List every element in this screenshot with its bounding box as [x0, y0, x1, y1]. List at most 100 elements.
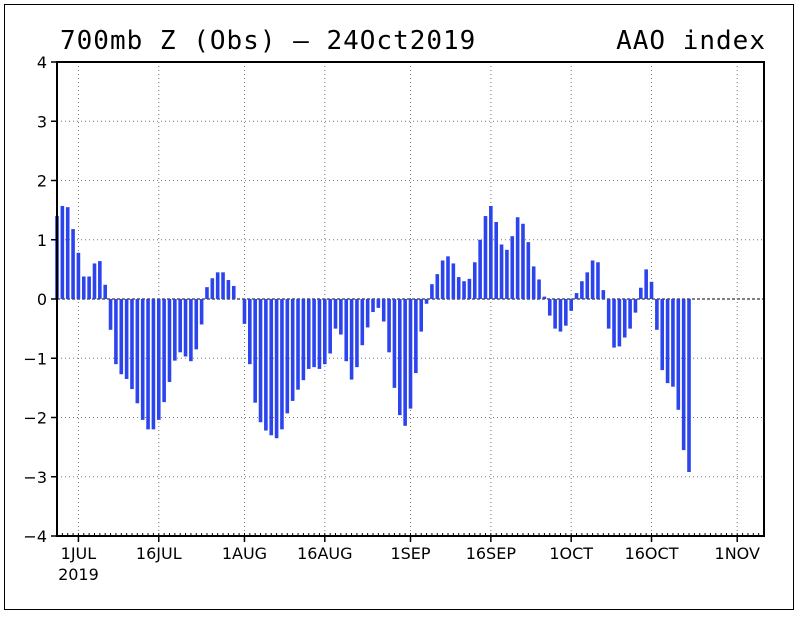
bar	[226, 280, 231, 299]
bar	[76, 252, 81, 299]
bar	[478, 239, 482, 299]
x-tick-label: 1SEP	[390, 544, 430, 563]
bar	[430, 284, 434, 299]
bar	[248, 299, 252, 365]
bar	[189, 299, 193, 362]
bar	[403, 299, 407, 426]
bar	[483, 216, 488, 299]
y-tick-label: 0	[37, 290, 47, 309]
bar	[644, 269, 648, 299]
bar	[489, 205, 493, 299]
bar	[633, 299, 638, 313]
bar	[687, 299, 691, 473]
bar	[290, 299, 295, 401]
bar	[349, 299, 354, 380]
bar	[665, 299, 670, 384]
bar	[392, 299, 397, 388]
bar	[98, 261, 102, 299]
bar	[285, 299, 290, 414]
bar	[419, 299, 424, 332]
bar	[231, 285, 236, 299]
bar	[269, 299, 274, 436]
bar	[119, 299, 124, 375]
bar	[274, 299, 279, 439]
bar	[424, 299, 429, 304]
bar	[258, 299, 263, 423]
bar	[649, 281, 654, 299]
bar	[499, 244, 504, 299]
bar	[655, 299, 659, 330]
bar	[103, 284, 108, 299]
bar	[387, 299, 391, 353]
chart-subtitle: AAO index	[616, 26, 766, 56]
bar	[178, 299, 182, 353]
bar	[606, 299, 611, 329]
bar	[612, 299, 616, 348]
bar	[456, 277, 461, 299]
bar	[596, 262, 600, 299]
bar	[462, 281, 466, 299]
x-tick-label: 16AUG	[297, 544, 352, 563]
bar	[146, 299, 150, 430]
bar	[323, 299, 327, 365]
bar	[81, 276, 86, 299]
bar	[515, 217, 520, 299]
bar	[210, 278, 215, 299]
bar	[590, 260, 595, 299]
chart-title: 700mb Z (Obs) — 24Oct2019	[60, 26, 477, 56]
plot-border	[56, 61, 765, 537]
bar	[639, 287, 643, 299]
bar	[199, 299, 204, 325]
x-year-label: 2019	[58, 565, 99, 584]
bar	[547, 299, 552, 316]
bar	[344, 299, 349, 362]
y-tick-label: 3	[37, 112, 47, 131]
bar	[365, 299, 370, 328]
bar	[355, 299, 359, 368]
bar	[376, 299, 381, 308]
bar	[510, 236, 515, 299]
bar	[333, 299, 338, 329]
x-tick-label: 16OCT	[625, 544, 679, 563]
bar	[494, 221, 498, 299]
bar	[317, 299, 322, 369]
x-tick-label: 1JUL	[61, 544, 97, 563]
bar	[280, 299, 284, 430]
bar	[381, 299, 386, 322]
x-tick-label: 1AUG	[222, 544, 267, 563]
bar	[472, 262, 477, 299]
bar	[446, 256, 450, 299]
bar	[108, 299, 113, 330]
bar	[264, 299, 268, 431]
bar	[660, 299, 665, 371]
x-tick-label: 1OCT	[549, 544, 593, 563]
bar	[505, 249, 509, 299]
y-tick-label: 1	[37, 231, 47, 250]
bar	[253, 299, 257, 403]
bar	[306, 299, 311, 369]
bar	[312, 299, 316, 368]
bar	[440, 260, 445, 299]
bar	[564, 299, 568, 326]
bar	[130, 299, 134, 390]
axis-layer: −4 −3 −2 −1 0 1 2 3 4 1JUL 16JUL 1AUG 16AUG 1SEP 16SEP…	[23, 53, 760, 584]
bar	[580, 281, 584, 299]
bar	[569, 299, 573, 311]
bar	[553, 299, 557, 329]
y-tick-label: −3	[23, 468, 47, 487]
bar	[162, 299, 166, 403]
x-tick-label: 16JUL	[136, 544, 182, 563]
y-tick-label: −4	[23, 527, 47, 546]
bar	[156, 299, 161, 420]
bar	[328, 299, 332, 354]
bars-layer	[55, 205, 691, 473]
bar	[65, 207, 70, 299]
bar	[558, 299, 563, 332]
bar	[221, 272, 225, 299]
bar	[151, 299, 156, 430]
bar	[140, 299, 145, 420]
bar	[622, 299, 627, 338]
bar	[215, 272, 220, 299]
bar	[296, 299, 300, 390]
